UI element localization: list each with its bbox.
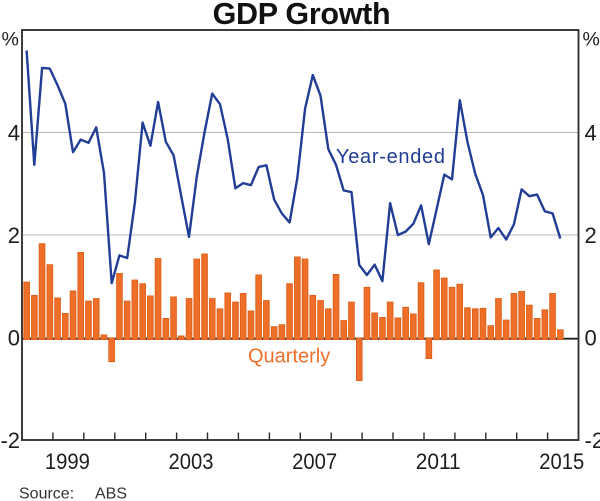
svg-text:1999: 1999 — [45, 449, 90, 474]
svg-text:0: 0 — [8, 325, 20, 350]
svg-text:-2: -2 — [0, 428, 20, 453]
svg-text:ABS: ABS — [95, 486, 127, 501]
svg-text:2007: 2007 — [292, 449, 337, 474]
svg-text:Source:: Source: — [19, 486, 74, 501]
svg-text:2003: 2003 — [169, 449, 214, 474]
svg-text:4: 4 — [585, 120, 597, 145]
svg-text:2011: 2011 — [416, 449, 461, 474]
svg-text:2015: 2015 — [539, 449, 584, 474]
svg-text:Quarterly: Quarterly — [248, 346, 330, 368]
svg-text:4: 4 — [8, 120, 20, 145]
svg-text:Year-ended: Year-ended — [336, 146, 446, 168]
svg-text:%: % — [583, 29, 600, 51]
svg-text:2: 2 — [585, 223, 597, 248]
svg-text:GDP Growth: GDP Growth — [213, 0, 391, 31]
svg-text:-2: -2 — [585, 428, 600, 453]
svg-text:2: 2 — [8, 223, 20, 248]
svg-text:%: % — [2, 29, 19, 51]
svg-text:0: 0 — [585, 325, 597, 350]
